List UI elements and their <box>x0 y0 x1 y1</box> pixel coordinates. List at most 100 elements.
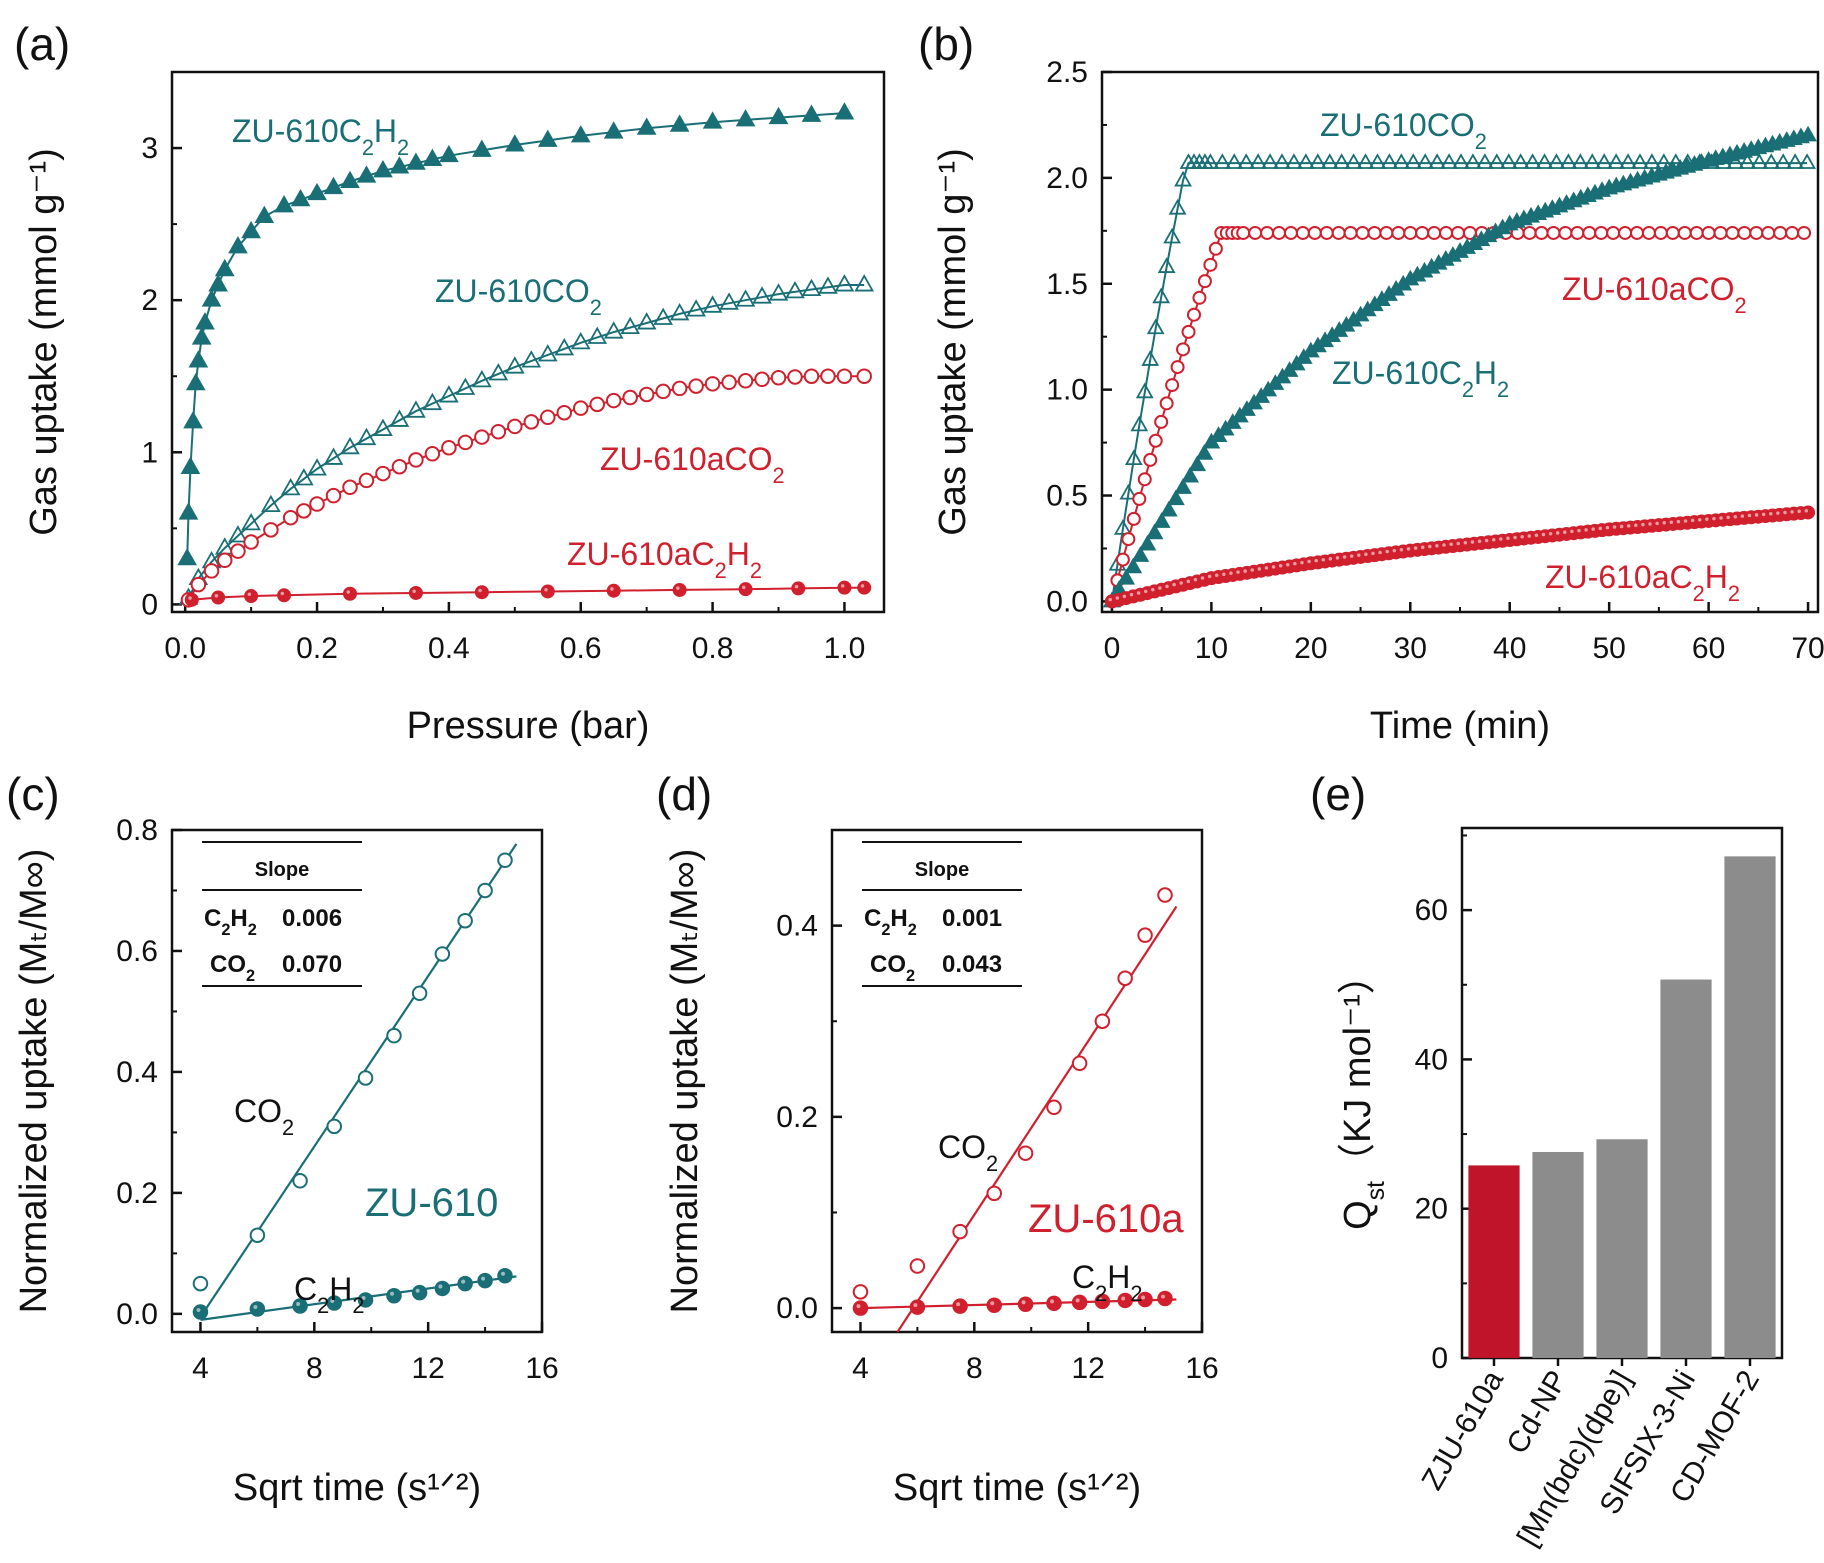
x-tick-label: 4 <box>192 1352 209 1385</box>
data-point <box>1203 257 1218 272</box>
data-point <box>277 588 292 603</box>
data-point <box>185 373 206 391</box>
data-point <box>589 396 605 413</box>
data-point <box>1307 225 1322 240</box>
data-point <box>1148 433 1163 448</box>
marker-highlight <box>1449 542 1453 547</box>
data-point <box>770 369 787 386</box>
data-point <box>358 472 375 489</box>
data-point <box>228 525 248 543</box>
data-point <box>820 368 836 384</box>
marker-highlight <box>1690 518 1695 523</box>
y-tick-label: 0.0 <box>1046 585 1088 618</box>
marker-highlight <box>990 1301 995 1306</box>
marker-highlight <box>1161 1294 1165 1299</box>
data-point <box>1570 225 1585 240</box>
data-point <box>1186 307 1201 322</box>
marker-highlight <box>1555 531 1560 535</box>
data-point <box>1170 360 1185 375</box>
data-point <box>1356 153 1375 169</box>
y-tick-label: 40 <box>1415 1043 1448 1076</box>
data-point <box>1137 472 1152 487</box>
data-point <box>801 278 822 297</box>
data-point <box>523 414 540 430</box>
data-point <box>1725 225 1740 240</box>
data-point <box>184 592 199 607</box>
marker-highlight <box>1349 554 1354 558</box>
data-point <box>1355 225 1370 240</box>
x-tick-label: 0 <box>1104 632 1121 665</box>
series-1 <box>852 1290 1177 1316</box>
marker-highlight <box>1591 527 1595 531</box>
data-point <box>1283 225 1298 240</box>
marker-highlight <box>1165 584 1169 589</box>
marker-highlight <box>1186 579 1191 584</box>
data-point <box>1797 225 1812 240</box>
series-label-zu610-co2: ZU-610CO2 <box>1320 107 1487 154</box>
data-point <box>671 380 688 397</box>
y-tick-label: 1 <box>141 436 158 469</box>
data-point <box>1738 153 1757 169</box>
panel-label: (e) <box>1310 768 1366 820</box>
panel-label: (d) <box>656 768 712 820</box>
data-point <box>1677 225 1692 240</box>
marker-highlight <box>1662 521 1666 525</box>
x-tick-label: 10 <box>1195 632 1228 665</box>
data-point <box>1379 225 1394 240</box>
bar <box>1596 1139 1648 1358</box>
data-point <box>1201 153 1220 169</box>
marker-highlight <box>1364 552 1368 557</box>
marker-highlight <box>1293 561 1297 566</box>
data-point <box>1017 1296 1034 1313</box>
marker-highlight <box>1300 560 1304 565</box>
x-tick-label: 12 <box>1071 1352 1104 1385</box>
data-point <box>1606 225 1621 240</box>
data-point <box>497 852 513 868</box>
x-tick-label: 0.4 <box>428 632 470 665</box>
y-tick-label: 0.0 <box>116 1298 158 1331</box>
x-tick-label: 0.6 <box>560 632 602 665</box>
data-point <box>537 129 558 147</box>
legend-row-formula: CO2 <box>870 951 915 985</box>
legend-row-formula: C2H2 <box>204 905 257 939</box>
data-point <box>1737 225 1752 240</box>
marker-highlight <box>794 584 799 589</box>
data-point <box>1595 153 1614 169</box>
y-tick-label: 1.0 <box>1046 374 1088 407</box>
data-point <box>1115 552 1130 567</box>
y-tick-label: 0.4 <box>116 1056 158 1089</box>
data-point <box>1152 287 1171 304</box>
marker-highlight <box>1229 571 1233 575</box>
data-point <box>672 582 687 597</box>
data-point <box>572 400 589 416</box>
x-tick-label: 20 <box>1294 632 1327 665</box>
x-tick-label: 40 <box>1493 632 1526 665</box>
marker-highlight <box>196 1308 201 1313</box>
marker-highlight <box>1207 574 1212 579</box>
y-tick-label: 0 <box>1431 1342 1448 1375</box>
data-point <box>737 373 754 389</box>
data-point <box>1534 225 1549 240</box>
data-point <box>752 286 772 304</box>
marker-highlight <box>330 1299 335 1303</box>
plot-frame <box>170 828 544 1334</box>
data-point <box>1511 153 1530 169</box>
bar <box>1532 1151 1584 1358</box>
marker-highlight <box>676 586 680 590</box>
marker-highlight <box>1406 547 1411 551</box>
data-point <box>1213 153 1232 169</box>
legend-title: Slope <box>915 859 969 881</box>
data-point <box>1131 546 1150 562</box>
marker-highlight <box>1605 525 1610 530</box>
data-point <box>1343 225 1358 240</box>
data-point <box>1594 225 1609 240</box>
marker-highlight <box>1470 540 1475 544</box>
data-point <box>243 534 259 550</box>
data-point <box>1344 153 1363 169</box>
data-point <box>1391 225 1406 240</box>
marker-highlight <box>1669 520 1674 524</box>
data-point <box>738 582 753 597</box>
data-point <box>854 274 875 292</box>
y-tick-label: 2 <box>141 284 158 317</box>
